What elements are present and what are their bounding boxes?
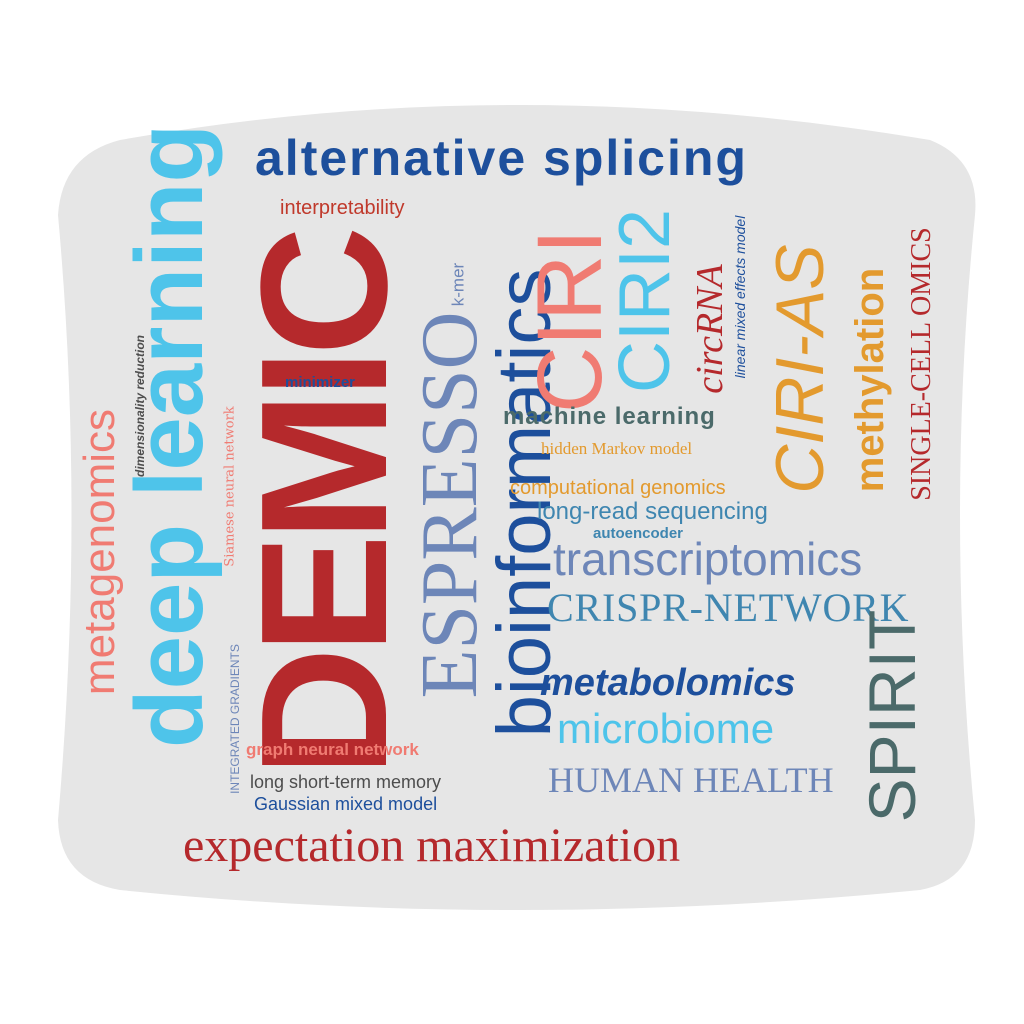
word-linear-mixed-effects-model: linear mixed effects model — [732, 215, 748, 379]
word-microbiome: microbiome — [557, 705, 775, 752]
word-autoencoder: autoencoder — [593, 525, 684, 542]
word-methylation: methylation — [848, 267, 892, 493]
word-siamese-neural-network: Siamese neural network — [222, 406, 238, 567]
word-integrated-gradients: INTEGRATED GRADIENTS — [228, 644, 242, 794]
word-alternative-splicing: alternative splicing — [255, 130, 748, 186]
word-gaussian-mixed-model: Gaussian mixed model — [254, 794, 438, 814]
word-ciri2: CIRI2 — [605, 208, 685, 394]
word-dimensionality-reduction: dimensionality reduction — [133, 334, 147, 478]
word-computational-genomics: computational genomics — [510, 477, 726, 499]
word-transcriptomics: transcriptomics — [553, 533, 863, 585]
word-expectation-maximization: expectation maximization — [183, 819, 681, 872]
word-minimizer: minimizer — [285, 374, 356, 391]
word-spirit: SPIRIT — [855, 609, 929, 823]
word-circrna: circRNA — [689, 264, 731, 394]
word-espresso: ESPRESSO — [406, 311, 494, 699]
word-k-mer: k-mer — [448, 262, 468, 307]
word-graph-neural-network: graph neural network — [246, 740, 419, 759]
word-interpretability: interpretability — [280, 197, 405, 219]
word-long-short-term-memory: long short-term memory — [250, 772, 442, 792]
word-demic: DEMIC — [224, 233, 425, 777]
word-crispr-network: CRISPR-NETWORK — [547, 585, 910, 630]
word-machine-learning: machine learning — [503, 403, 716, 430]
word-human-health: HUMAN HEALTH — [548, 760, 834, 800]
word-single-cell-omics: SINGLE-CELL OMICS — [906, 227, 937, 501]
word-hidden-markov-model: hidden Markov model — [541, 439, 693, 458]
word-ciri-as: CIRI-AS — [762, 244, 838, 494]
word-long-read-sequencing: long-read sequencing — [537, 498, 768, 525]
word-metabolomics: metabolomics — [540, 662, 796, 704]
word-metagenomics: metagenomics — [75, 408, 124, 696]
